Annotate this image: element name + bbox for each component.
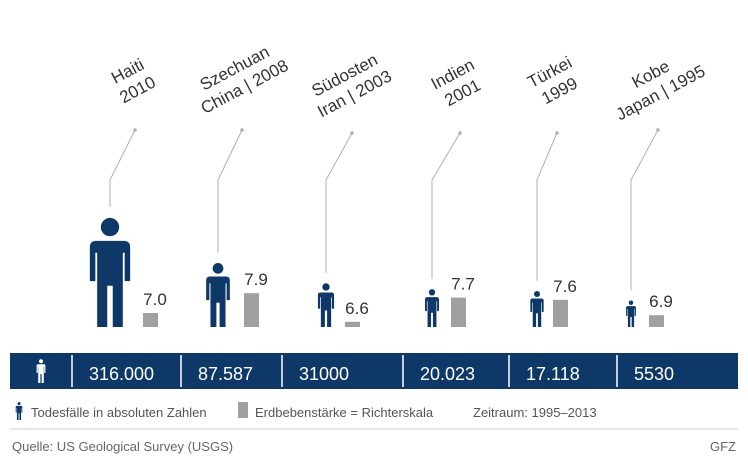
category-label: KobeJapan | 1995	[603, 43, 708, 124]
magnitude-bar	[649, 315, 664, 327]
leader-line	[109, 129, 136, 207]
fatality-value: 5530	[634, 364, 674, 384]
source-note: Quelle: US Geological Survey (USGS)	[12, 439, 233, 454]
leader-dot	[458, 131, 462, 135]
category-label: Indien2001	[428, 55, 488, 112]
magnitude-bar	[244, 293, 259, 327]
fatality-person-icon	[317, 283, 335, 328]
legend-person-icon	[15, 402, 23, 420]
legend-period: Zeitraum: 1995–2013	[473, 405, 597, 420]
leader-lines	[109, 128, 660, 291]
fatality-person-icon	[530, 290, 544, 327]
magnitude-bar	[451, 297, 466, 327]
magnitude-label: 6.6	[345, 299, 369, 318]
category-label: Haiti2010	[107, 54, 159, 107]
leader-dot	[133, 128, 137, 132]
fatality-value: 87.587	[198, 364, 253, 384]
fatality-value: 17.118	[526, 364, 580, 384]
fatality-person-icon	[626, 300, 636, 327]
leader-line	[217, 129, 243, 253]
fatality-values: 316.000 87.587 31000 20.023 17.118 5530	[71, 355, 674, 387]
category-label: Türkei1999	[524, 53, 584, 110]
magnitude-label: 6.9	[649, 292, 673, 311]
fatality-person-icon	[89, 217, 131, 327]
leader-line	[536, 132, 558, 281]
magnitude-label: 7.9	[244, 270, 268, 289]
fatality-person-icon	[425, 289, 439, 327]
category-labels: Haiti2010 SzechuanChina | 2008 SüdostenIra…	[107, 37, 708, 124]
category-label: SzechuanChina | 2008	[188, 37, 292, 117]
leader-line	[431, 132, 461, 279]
magnitude-label: 7.0	[143, 290, 167, 309]
legend-magnitude-swatch	[238, 402, 248, 418]
magnitude-label: 7.7	[451, 275, 475, 294]
legend-magnitude-label: Erdbebenstärke = Richterskala	[255, 405, 434, 420]
leader-line	[325, 132, 353, 273]
magnitude-bar	[553, 299, 568, 327]
credit-note: GFZ	[710, 439, 736, 454]
magnitude-bar	[345, 321, 360, 327]
fatality-value: 31000	[299, 364, 349, 384]
magnitude-label: 7.6	[553, 277, 577, 296]
magnitude-bars: 7.0 7.9 6.6 7.7 7.6 6.9	[143, 270, 673, 327]
fatality-person-icon	[206, 262, 230, 327]
category-label: SüdostenIran | 2003	[305, 48, 395, 121]
leader-dot	[656, 128, 660, 132]
fatality-value: 20.023	[420, 364, 475, 384]
magnitude-bar	[143, 313, 158, 327]
leader-dot	[555, 131, 559, 135]
leader-line	[630, 129, 659, 291]
leader-dot	[240, 128, 244, 132]
fatality-value: 316.000	[89, 364, 154, 384]
legend-deaths-label: Todesfälle in absoluten Zahlen	[31, 405, 207, 420]
leader-dot	[350, 131, 354, 135]
